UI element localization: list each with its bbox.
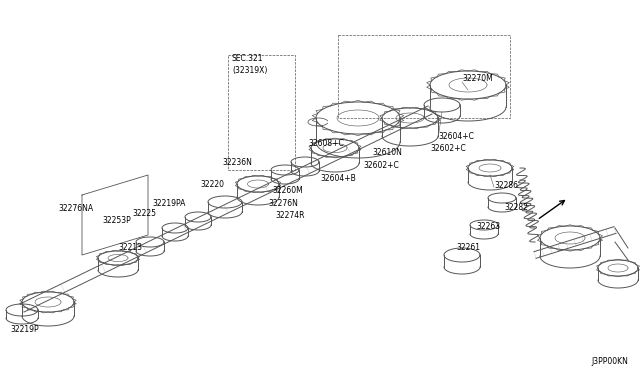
Text: 32220: 32220 [200,180,224,189]
Text: J3PP00KN: J3PP00KN [591,357,628,366]
Text: 32602+C: 32602+C [430,144,466,153]
Text: 32276NA: 32276NA [58,203,93,212]
Text: 32260M: 32260M [272,186,303,195]
Text: 32213: 32213 [118,244,142,253]
Text: 32604+B: 32604+B [320,173,356,183]
Text: 32276N: 32276N [268,199,298,208]
Text: 32225: 32225 [132,208,156,218]
Text: 32219PA: 32219PA [152,199,186,208]
Text: 32282: 32282 [504,202,528,212]
Text: 32610N: 32610N [372,148,402,157]
Text: (32319X): (32319X) [232,65,268,74]
Text: 32608+C: 32608+C [308,138,344,148]
Text: 32270M: 32270M [462,74,493,83]
Text: 32236N: 32236N [222,157,252,167]
Text: 32219P: 32219P [10,326,38,334]
Text: 32286: 32286 [494,180,518,189]
Text: 32261: 32261 [456,243,480,251]
Text: 32274R: 32274R [275,211,305,219]
Text: SEC.321: SEC.321 [232,54,264,62]
Text: 32263: 32263 [476,221,500,231]
Text: 32602+C: 32602+C [363,160,399,170]
Text: 32253P: 32253P [102,215,131,224]
Text: 32604+C: 32604+C [438,131,474,141]
